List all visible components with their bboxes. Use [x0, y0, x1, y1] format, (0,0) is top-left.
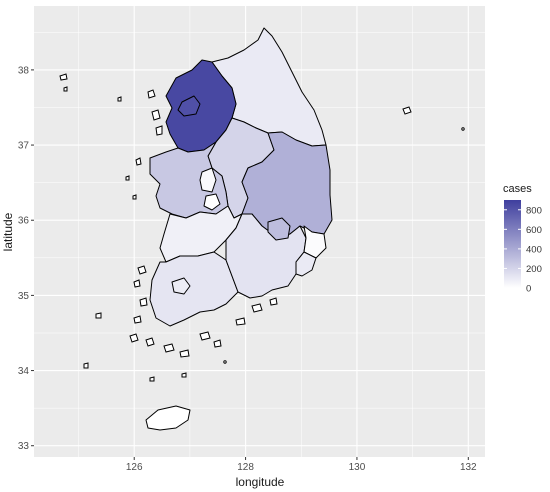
legend-label: 0: [526, 284, 531, 295]
island-south-9: [149, 376, 155, 382]
island-sw-3: [83, 362, 89, 369]
y-tick-label: 35: [18, 291, 30, 302]
region-daejeon: [203, 193, 221, 211]
island-baengnyeong-2: [63, 86, 68, 92]
y-tick-label: 36: [18, 216, 30, 227]
legend-label: 400: [526, 244, 542, 255]
y-axis-title: latitude: [1, 212, 15, 251]
island-west-9: [133, 279, 141, 288]
region-sejong: [199, 167, 217, 193]
x-tick-label: 130: [349, 462, 366, 473]
legend-ticks: 800 600 400 200 0: [504, 205, 542, 295]
region-seoul: [177, 95, 201, 117]
region-jeju: [145, 405, 191, 431]
island-west-10: [139, 297, 148, 307]
island-west-8: [137, 265, 147, 275]
legend: cases 800 600 400 200 0: [503, 183, 542, 295]
island-west-1: [117, 96, 122, 102]
island-sw-1: [133, 315, 142, 324]
x-tick-label: 132: [460, 462, 477, 473]
islands: [59, 73, 465, 382]
island-sw-4: [129, 333, 139, 343]
island-west-3: [151, 109, 161, 121]
legend-label: 600: [526, 225, 542, 236]
island-sw-5: [145, 337, 155, 347]
island-west-2: [147, 89, 156, 99]
island-south-1: [163, 343, 175, 353]
island-west-7: [132, 194, 137, 200]
region-ulsan: [303, 225, 327, 259]
y-tick-label: 34: [18, 366, 30, 377]
region-daegu: [267, 217, 291, 241]
legend-label: 800: [526, 205, 542, 216]
island-dokdo: [461, 127, 465, 131]
island-south-4: [213, 339, 222, 348]
region-jeonnam: [149, 251, 239, 327]
axis-ticks: 126 128 130 132 33 34 35 36 37 38: [18, 65, 477, 473]
island-south-10: [223, 360, 227, 364]
island-ulleung: [402, 106, 412, 115]
x-tick-label: 128: [237, 462, 254, 473]
island-baengnyeong: [59, 73, 68, 81]
x-tick-label: 126: [126, 462, 143, 473]
island-sw-2: [95, 312, 102, 319]
region-busan: [295, 251, 317, 277]
region-gwangju: [171, 277, 191, 295]
legend-label: 200: [526, 264, 542, 275]
x-axis-title: longitude: [236, 475, 285, 489]
y-tick-label: 38: [18, 65, 30, 76]
island-west-6: [125, 175, 130, 181]
island-south-7: [269, 297, 278, 306]
y-tick-label: 37: [18, 141, 30, 152]
y-tick-label: 33: [18, 441, 30, 452]
island-south-3: [199, 331, 211, 341]
island-south-6: [251, 303, 263, 313]
legend-title: cases: [503, 183, 532, 195]
island-south-8: [181, 372, 187, 378]
island-west-4: [155, 125, 163, 136]
island-south-2: [179, 349, 190, 358]
island-south-5: [235, 317, 246, 326]
region-layer: [145, 27, 333, 431]
island-west-5: [135, 157, 142, 166]
legend-colorbar: [504, 200, 521, 288]
